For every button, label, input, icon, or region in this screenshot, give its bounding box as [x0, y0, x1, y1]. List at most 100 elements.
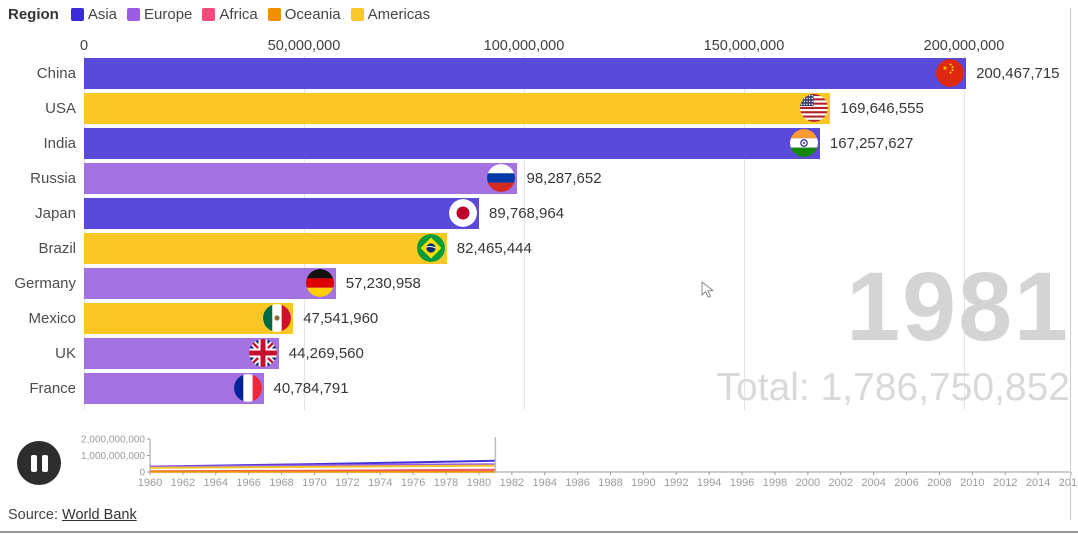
timeline-year-label: 2000 [796, 477, 820, 489]
germany-bar[interactable] [84, 268, 336, 299]
timeline-y-tick-label: 2,000,000,000 [81, 435, 145, 446]
x-axis-tick: 150,000,000 [703, 38, 785, 54]
mexico-flag-icon [263, 304, 292, 332]
country-label: Germany [14, 275, 76, 292]
legend-swatch [350, 8, 364, 21]
source-link[interactable]: World Bank [62, 507, 137, 523]
bar-row-india: India 167,257,627 [0, 128, 1078, 159]
timeline-year-label: 2010 [960, 477, 984, 489]
timeline-year-label: 1970 [302, 477, 326, 489]
legend-swatch [127, 8, 141, 21]
pause-icon [41, 454, 48, 472]
timeline-year-label: 1978 [434, 477, 458, 489]
timeline-year-label: 1986 [565, 477, 589, 489]
legend-item-oceania[interactable]: Oceania [267, 6, 341, 23]
pause-icon [30, 454, 37, 472]
timeline-year-label: 1980 [467, 477, 491, 489]
country-label: France [29, 380, 76, 397]
india-bar[interactable] [84, 128, 820, 159]
mexico-bar[interactable] [84, 303, 294, 334]
bar-rows: China 200,467,715 USA 169,646,555 India 167,2… [0, 58, 1078, 408]
gridline [524, 56, 525, 410]
timeline-year-label: 2016 [1059, 477, 1078, 489]
gridline [964, 56, 965, 410]
legend-item-americas[interactable]: Americas [350, 6, 431, 23]
country-label: Russia [30, 170, 76, 187]
bar-value: 200,467,715 [976, 65, 1060, 82]
china-flag-icon [936, 59, 965, 87]
timeline-year-label: 1964 [204, 477, 228, 489]
timeline-year-label: 1992 [664, 477, 688, 489]
bar-value: 57,230,958 [345, 275, 421, 292]
legend-label: Europe [144, 6, 193, 23]
brazil-bar[interactable] [84, 233, 447, 264]
x-axis-tick: 200,000,000 [923, 38, 1005, 54]
total-display: Total: 1,786,750,852 [470, 366, 1070, 410]
japan-bar[interactable] [84, 198, 479, 229]
usa-flag-icon [800, 94, 829, 122]
russia-flag-icon [486, 164, 515, 192]
bar-value: 82,465,444 [456, 240, 532, 257]
country-label: India [43, 135, 76, 152]
bar-value: 167,257,627 [829, 135, 914, 152]
bar-value: 47,541,960 [303, 310, 379, 327]
country-label: China [36, 65, 76, 82]
legend-swatch [202, 8, 216, 21]
uk-bar[interactable] [84, 338, 279, 369]
x-axis-tick: 50,000,000 [267, 38, 341, 54]
india-flag-icon [789, 129, 818, 157]
bar-row-mexico: Mexico 47,541,960 [0, 303, 1078, 334]
bar-value: 89,768,964 [489, 205, 565, 222]
source-line: Source: World Bank [8, 507, 137, 523]
france-bar[interactable] [84, 373, 264, 404]
timeline-year-label: 1984 [532, 477, 556, 489]
country-label: Brazil [38, 240, 76, 257]
legend-label: Asia [87, 6, 118, 23]
bar-row-russia: Russia 98,287,652 [0, 163, 1078, 194]
timeline-year-label: 2008 [927, 477, 951, 489]
bar-row-china: China 200,467,715 [0, 58, 1078, 89]
timeline-year-label: 1998 [763, 477, 787, 489]
legend-swatch [70, 8, 84, 21]
legend-swatch [267, 8, 281, 21]
legend-item-asia[interactable]: Asia [70, 6, 118, 23]
timeline-year-label: 1990 [631, 477, 655, 489]
uk-flag-icon [248, 339, 277, 367]
current-year-display: 1981 [846, 252, 1070, 361]
timeline-y-tick-label: 1,000,000,000 [81, 451, 145, 462]
timeline-y-tick-label: 0 [139, 468, 145, 479]
country-label: UK [55, 345, 76, 362]
bar-value: 169,646,555 [840, 100, 924, 117]
country-label: Mexico [28, 310, 76, 327]
legend-label: Americas [367, 6, 431, 23]
x-axis-tick: 0 [79, 38, 89, 54]
timeline-series-americas [149, 464, 496, 469]
gridline [744, 56, 745, 410]
russia-bar[interactable] [84, 163, 517, 194]
legend-item-europe[interactable]: Europe [127, 6, 192, 23]
brazil-flag-icon [416, 234, 445, 262]
timeline-series-europe [149, 463, 496, 468]
x-axis-tick: 100,000,000 [483, 38, 565, 54]
china-bar[interactable] [84, 58, 967, 89]
timeline-year-label: 1968 [269, 477, 293, 489]
total-label: Total: [716, 366, 810, 409]
timeline-year-label: 2014 [1026, 477, 1050, 489]
mouse-cursor [701, 281, 715, 298]
germany-flag-icon [305, 269, 334, 297]
legend-item-africa[interactable]: Africa [202, 6, 258, 23]
usa-bar[interactable] [84, 93, 831, 124]
source-label: Source: [8, 507, 58, 523]
pause-button[interactable] [17, 441, 61, 485]
x-axis-tick-labels: 0 50,000,000 100,000,000 150,000,000 200,000… [0, 38, 1078, 54]
timeline-year-label: 2012 [993, 477, 1017, 489]
bar-row-uk: UK 44,269,560 [0, 338, 1078, 369]
bar-value: 98,287,652 [526, 170, 602, 187]
timeline-year-label: 1988 [598, 477, 622, 489]
france-flag-icon [233, 374, 262, 402]
bar-row-japan: Japan 89,768,964 [0, 198, 1078, 229]
bar-row-brazil: Brazil 82,465,444 [0, 233, 1078, 264]
window-right-border [1070, 8, 1071, 520]
